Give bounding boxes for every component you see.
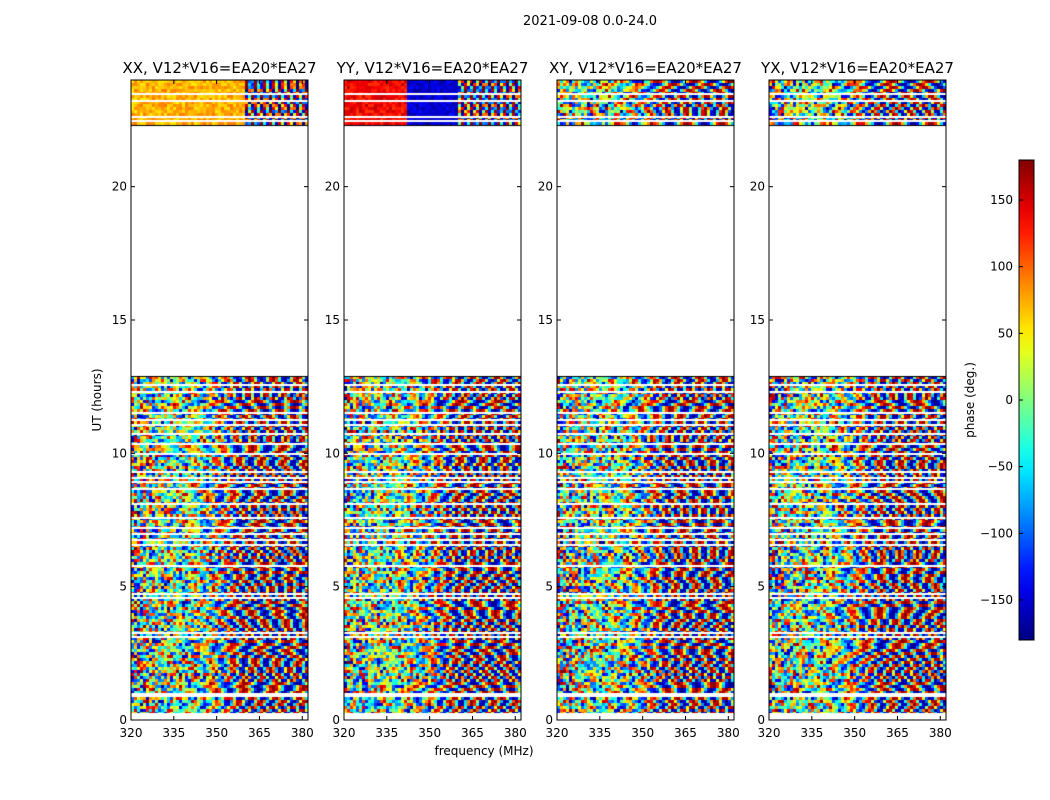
x-tick-label: 335 xyxy=(588,726,611,740)
axes-frame xyxy=(768,79,947,721)
y-tick-label: 0 xyxy=(757,713,765,727)
y-tick-label: 10 xyxy=(538,446,553,460)
x-axis-label: frequency (MHz) xyxy=(434,744,533,758)
x-tick-label: 320 xyxy=(333,726,356,740)
colorbar-tick-label: 50 xyxy=(998,326,1013,340)
panels-group: XX, V12*V16=EA20*EA27 320 335 350 365 380 0 5 10… xyxy=(112,59,954,740)
heatmap-image xyxy=(769,80,946,720)
x-tick-label: 365 xyxy=(248,726,271,740)
colorbar-tick-label: −50 xyxy=(988,460,1013,474)
y-tick-label: 5 xyxy=(545,580,553,594)
x-tick-label: 380 xyxy=(717,726,740,740)
x-tick-label: 335 xyxy=(162,726,185,740)
y-tick-label: 20 xyxy=(538,180,553,194)
x-tick-label: 320 xyxy=(758,726,781,740)
heatmap-image xyxy=(557,80,734,720)
colorbar-tick-label: −100 xyxy=(980,526,1013,540)
axes-frame xyxy=(556,79,735,721)
colorbar-tick-label: 0 xyxy=(1005,393,1013,407)
x-tick-label: 350 xyxy=(418,726,441,740)
y-tick-label: 0 xyxy=(332,713,340,727)
y-tick-label: 5 xyxy=(332,580,340,594)
y-tick-label: 20 xyxy=(325,180,340,194)
y-tick-label: 10 xyxy=(112,446,127,460)
y-tick-label: 10 xyxy=(325,446,340,460)
y-tick-label: 5 xyxy=(119,580,127,594)
figure-title: 2021-09-08 0.0-24.0 xyxy=(523,14,657,29)
panel-title: YX, V12*V16=EA20*EA27 xyxy=(760,59,954,77)
x-tick-label: 380 xyxy=(929,726,952,740)
colorbar: 150 100 50 0 −50 −100 −150 xyxy=(980,159,1035,641)
x-tick-label: 350 xyxy=(843,726,866,740)
axes-frame xyxy=(343,79,522,721)
x-tick-label: 350 xyxy=(631,726,654,740)
y-tick-label: 10 xyxy=(750,446,765,460)
y-tick-label: 0 xyxy=(119,713,127,727)
panel-title: XY, V12*V16=EA20*EA27 xyxy=(549,59,742,77)
panel-title: YY, V12*V16=EA20*EA27 xyxy=(336,59,529,77)
y-tick-label: 20 xyxy=(750,180,765,194)
x-tick-label: 335 xyxy=(800,726,823,740)
panel-yy: YY, V12*V16=EA20*EA27 320 335 350 365 380 0 5 10… xyxy=(325,59,529,740)
x-tick-label: 365 xyxy=(461,726,484,740)
y-tick-label: 15 xyxy=(112,313,127,327)
x-tick-label: 380 xyxy=(504,726,527,740)
y-tick-label: 20 xyxy=(112,180,127,194)
y-tick-label: 0 xyxy=(545,713,553,727)
x-tick-label: 335 xyxy=(375,726,398,740)
heatmap-image xyxy=(131,80,308,720)
y-tick-label: 15 xyxy=(325,313,340,327)
y-tick-label: 15 xyxy=(538,313,553,327)
panel-cross: YX, V12*V16=EA20*EA27 320 335 350 365 380 0 5 10… xyxy=(750,59,954,740)
x-tick-label: 365 xyxy=(674,726,697,740)
panel-xx: XX, V12*V16=EA20*EA27 320 335 350 365 380 0 5 10… xyxy=(112,59,317,740)
x-tick-label: 320 xyxy=(546,726,569,740)
x-tick-label: 320 xyxy=(120,726,143,740)
x-tick-label: 365 xyxy=(886,726,909,740)
panel-cross: XY, V12*V16=EA20*EA27 320 335 350 365 380 0 5 10… xyxy=(538,59,742,740)
x-tick-label: 380 xyxy=(291,726,314,740)
panel-title: XX, V12*V16=EA20*EA27 xyxy=(122,59,316,77)
y-tick-label: 5 xyxy=(757,580,765,594)
colorbar-tick-label: 150 xyxy=(990,193,1013,207)
colorbar-tick-label: 100 xyxy=(990,260,1013,274)
y-axis-label: UT (hours) xyxy=(90,368,104,431)
colorbar-tick-label: −150 xyxy=(980,593,1013,607)
colorbar-label: phase (deg.) xyxy=(963,362,977,438)
axes-frame xyxy=(130,79,309,721)
y-tick-label: 15 xyxy=(750,313,765,327)
heatmap-image xyxy=(344,80,521,720)
x-tick-label: 350 xyxy=(205,726,228,740)
